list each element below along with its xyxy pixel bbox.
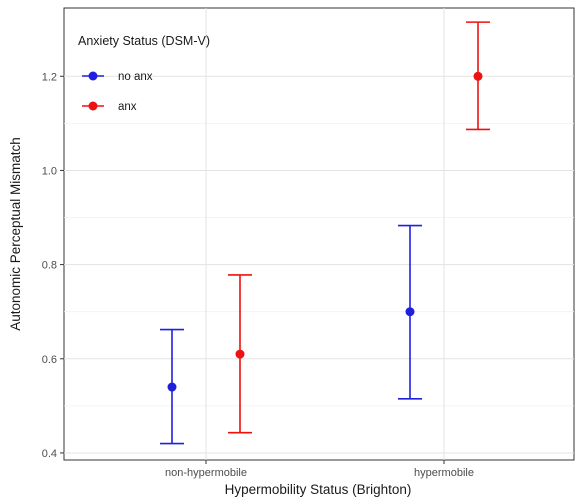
x-axis-title: Hypermobility Status (Brighton) [225, 482, 412, 497]
x-tick-label: hypermobile [414, 467, 474, 479]
plot-panel [63, 7, 575, 461]
data-point [167, 382, 177, 392]
y-tick-label: 0.4 [42, 448, 57, 460]
data-point [473, 71, 483, 81]
y-axis-ticks: 0.4 0.6 0.8 1.0 1.2 [42, 71, 64, 460]
error-bar-point [160, 328, 184, 445]
legend-key-point [88, 101, 98, 111]
y-axis-title: Autonomic Perceptual Mismatch [8, 137, 23, 331]
x-tick-label: non-hypermobile [165, 467, 247, 479]
grid [64, 8, 574, 460]
y-tick-label: 1.2 [42, 71, 57, 83]
error-bar-point [228, 274, 252, 434]
legend-item-anx: anx [82, 101, 137, 113]
y-tick-label: 1.0 [42, 165, 57, 177]
chart-marks [160, 21, 490, 445]
data-point [405, 307, 415, 317]
error-bar-point [398, 224, 422, 400]
legend-title: Anxiety Status (DSM-V) [78, 34, 210, 48]
legend-label: anx [118, 101, 137, 113]
legend-item-no-anx: no anx [82, 71, 153, 83]
y-tick-label: 0.6 [42, 354, 57, 366]
legend-label: no anx [118, 71, 153, 83]
legend: Anxiety Status (DSM-V) no anx anx [78, 34, 210, 113]
data-point [235, 349, 245, 359]
legend-key-point [88, 71, 98, 81]
error-bar-point [466, 21, 490, 131]
x-axis-ticks: non-hypermobile hypermobile [165, 460, 474, 479]
y-tick-label: 0.8 [42, 260, 57, 272]
